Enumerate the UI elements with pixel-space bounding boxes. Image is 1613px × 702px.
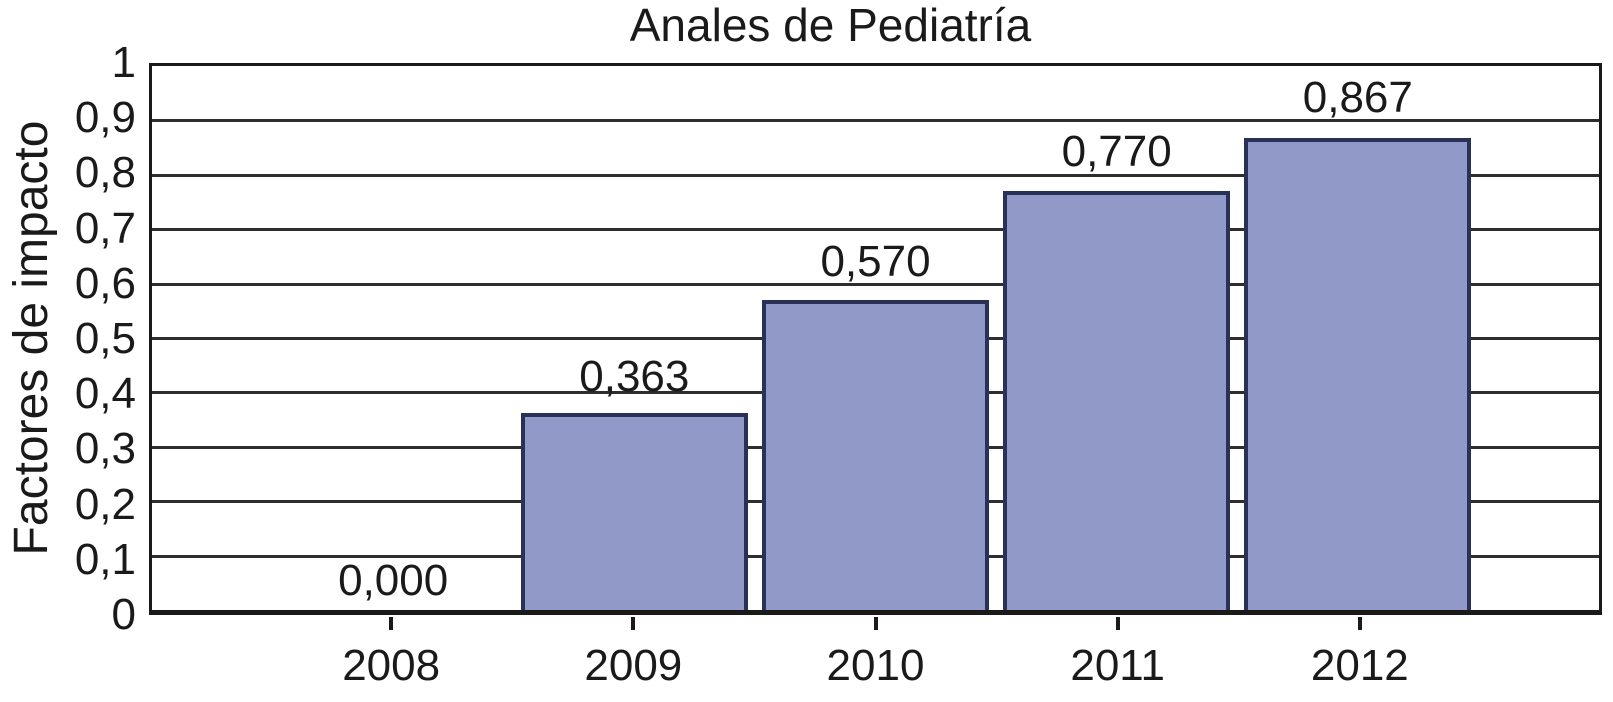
x-tick-mark-2012 (1357, 617, 1362, 630)
chart-title: Anales de Pediatría (629, 0, 1032, 51)
y-tick-label-0_5: 0,5 (74, 314, 136, 363)
gridline-0.8 (152, 173, 1599, 177)
x-tick-label-2012: 2012 (1310, 641, 1409, 690)
bar-2010 (761, 299, 990, 610)
y-tick-label-0_2: 0,2 (74, 479, 136, 529)
x-tick-mark-2008 (389, 617, 394, 630)
y-tick-label-0_3: 0,3 (74, 424, 136, 474)
value-label-2011: 0,770 (1061, 126, 1172, 176)
gridline-0.9 (152, 119, 1599, 123)
y-tick-label-0_8: 0,8 (74, 148, 136, 198)
bar-2009 (520, 412, 748, 610)
x-tick-label-2010: 2010 (826, 641, 925, 690)
y-tick-label-0_9: 0,9 (74, 93, 136, 143)
y-tick-label-0_6: 0,6 (74, 258, 136, 308)
y-tick-label-0_7: 0,7 (74, 203, 136, 253)
x-tick-label-2011: 2011 (1070, 641, 1165, 690)
value-label-2010: 0,570 (820, 237, 931, 287)
x-tick-mark-2010 (873, 617, 878, 630)
y-tick-label-0_1: 0,1 (74, 534, 136, 584)
y-tick-label-1: 1 (111, 38, 136, 87)
x-tick-mark-2011 (1115, 617, 1120, 630)
bar-2012 (1244, 138, 1472, 610)
x-tick-mark-2009 (631, 617, 636, 630)
x-tick-label-2009: 2009 (584, 641, 683, 690)
value-label-2009: 0,363 (579, 351, 690, 401)
y-tick-label-0_4: 0,4 (74, 369, 136, 419)
gridline-0.6 (152, 282, 1599, 286)
plot-area: 0,000 0,363 0,570 0,770 0,867 (149, 63, 1602, 615)
y-tick-label-0: 0 (111, 590, 136, 639)
value-label-2012: 0,867 (1302, 73, 1413, 123)
bar-2011 (1003, 191, 1231, 610)
value-label-2008: 0,000 (338, 556, 449, 605)
x-tick-label-2008: 2008 (342, 641, 441, 690)
gridline-0.7 (152, 228, 1599, 232)
